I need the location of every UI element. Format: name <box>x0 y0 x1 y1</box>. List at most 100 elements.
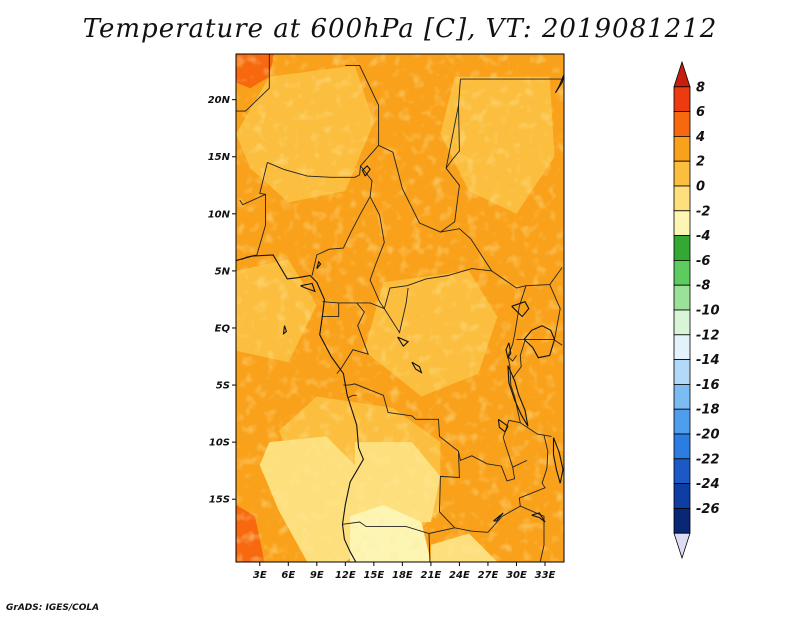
lat-tick-label: 15S <box>209 495 230 506</box>
colorbar-label: 4 <box>695 130 705 145</box>
coastline <box>507 365 529 427</box>
lat-tick-label: 10S <box>209 438 230 449</box>
lon-tick-label: 6E <box>281 570 295 581</box>
colorbar-label: -16 <box>696 378 720 393</box>
colorbar-swatch <box>673 135 691 162</box>
texture-overlay <box>236 54 564 562</box>
grads-credit: GrADS: IGES/COLA <box>6 603 100 613</box>
country-border <box>512 340 526 379</box>
colorbar-label: -14 <box>696 353 720 368</box>
colorbar-label: -6 <box>696 254 710 269</box>
coastline <box>523 325 556 359</box>
colorbar-swatch <box>673 433 691 460</box>
colorbar-swatch <box>673 185 691 212</box>
country-border <box>520 422 552 437</box>
coastline <box>554 74 564 94</box>
lon-tick-label: 27E <box>478 570 499 581</box>
coastline <box>316 260 322 269</box>
lon-tick-label: 3E <box>253 570 267 581</box>
coastline <box>282 325 288 335</box>
colorbar-label: 6 <box>696 105 705 120</box>
coastline <box>511 301 530 318</box>
country-border <box>383 268 492 309</box>
map-frame <box>235 53 565 563</box>
colorbar-arrow-top <box>673 60 691 88</box>
country-border <box>236 54 270 112</box>
coastline <box>300 282 316 293</box>
colorbar-swatch <box>673 284 691 311</box>
lat-tick-label: 10N <box>208 209 231 220</box>
country-border <box>267 161 360 178</box>
lat-tick-label: 5S <box>216 381 230 392</box>
coastline <box>493 512 504 522</box>
country-border <box>428 533 431 562</box>
lon-tick-label: 12E <box>335 570 356 581</box>
colorbar-label: -10 <box>696 304 720 319</box>
country-border <box>440 228 563 289</box>
colorbar-swatch <box>673 235 691 261</box>
colorbar-label: -26 <box>696 502 720 517</box>
lat-tick-label: 15N <box>208 152 231 163</box>
lon-tick-label: 24E <box>449 570 470 581</box>
map-axes: 20N 15N 10N 5N EQ 5S 10S 15S 3E 6E 9E 12E 15E 18E 21E 2… <box>208 95 556 581</box>
colorbar-label: -24 <box>696 477 720 492</box>
lon-tick-label: 15E <box>363 570 384 581</box>
country-border <box>321 302 340 318</box>
country-border <box>512 459 528 468</box>
country-border <box>239 193 266 206</box>
country-border <box>507 355 517 362</box>
country-border <box>445 105 460 169</box>
coastline <box>552 437 564 484</box>
country-border <box>345 64 380 176</box>
lon-tick-label: 33E <box>535 570 556 581</box>
colorbar: 8 6 4 2 0 -2 -4 -6 -8 -10 -12 -14 -16 -18 -20 -22 -24 -26 <box>673 60 720 560</box>
colorbar-swatch <box>673 334 691 360</box>
colorbar-swatch <box>673 383 691 410</box>
colorbar-label: -8 <box>696 279 710 294</box>
country-border <box>520 505 545 562</box>
colorbar-swatch <box>673 111 691 137</box>
lon-tick-label: 9E <box>310 570 324 581</box>
country-border <box>336 302 369 374</box>
coastline <box>505 342 512 360</box>
country-border <box>342 521 472 534</box>
colorbar-swatch <box>673 359 691 385</box>
lat-tick-label: 20N <box>208 95 231 106</box>
colorbar-label: 0 <box>696 180 705 195</box>
coastline <box>361 165 371 177</box>
coastline <box>411 361 423 374</box>
chart-title: Temperature at 600hPa [C], VT: 201908121… <box>82 14 718 44</box>
coastlines <box>236 74 564 562</box>
country-border <box>360 165 385 309</box>
country-border <box>516 338 563 346</box>
colorbar-arrow-bottom <box>673 532 691 560</box>
colorbar-label: -18 <box>696 403 720 418</box>
lat-tick-label: EQ <box>215 323 231 334</box>
colorbar-swatch <box>673 210 691 237</box>
colorbar-swatch <box>673 408 691 435</box>
colorbar-swatch <box>673 458 691 484</box>
colorbar-label: -12 <box>696 328 720 343</box>
country-border <box>549 284 561 340</box>
lon-tick-label: 21E <box>421 570 442 581</box>
coastline <box>236 254 365 562</box>
country-border <box>348 394 357 399</box>
colorbar-label: -2 <box>696 204 710 219</box>
country-border <box>439 451 460 529</box>
country-borders <box>236 54 564 562</box>
country-border <box>311 196 371 276</box>
colorbar-label: -22 <box>696 452 720 467</box>
colorbar-swatch <box>673 507 691 534</box>
coastline <box>397 336 410 348</box>
coastline <box>497 418 509 433</box>
colorbar-swatch <box>673 160 691 187</box>
country-border <box>383 287 409 334</box>
country-border <box>471 435 549 533</box>
coastline <box>531 512 546 523</box>
country-border <box>378 79 461 233</box>
colorbar-swatch <box>673 86 691 113</box>
colorbar-label: 2 <box>696 155 705 170</box>
colorbar-swatch <box>673 483 691 509</box>
colorbar-swatch <box>673 309 691 336</box>
